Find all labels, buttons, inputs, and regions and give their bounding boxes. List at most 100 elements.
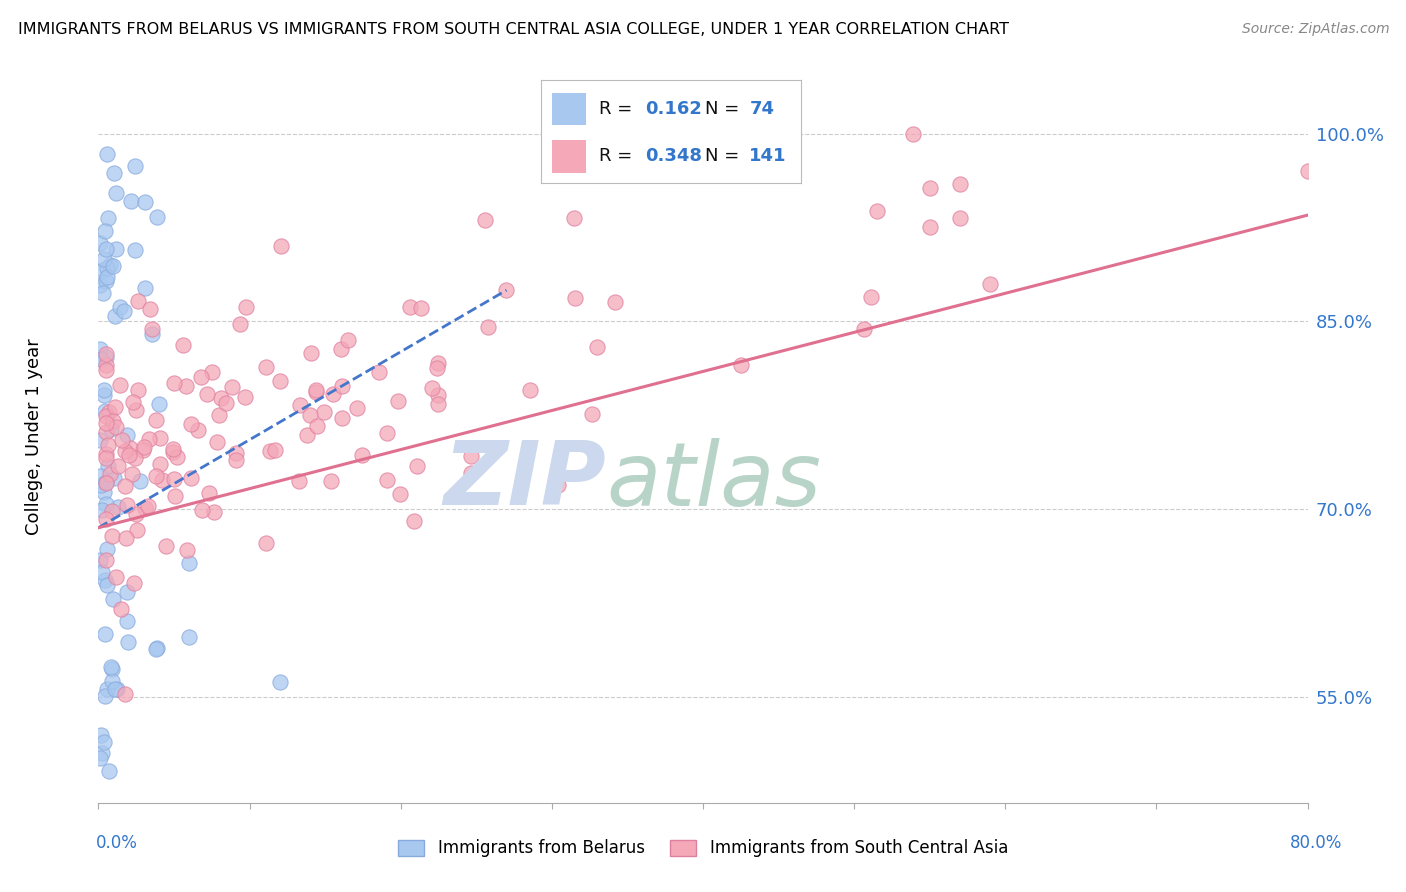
Point [89,278,111,293]
Point [91,263,114,277]
Point [409,301,432,316]
Point [319,474,342,488]
Point [163,472,186,486]
Point [254,359,277,374]
Point [110,601,132,615]
Point [166,450,188,465]
Point [93,388,115,402]
Point [129,474,152,488]
Point [91,565,114,579]
Point [322,387,344,401]
Point [97,764,120,779]
Text: 0.162: 0.162 [645,100,702,118]
Point [495,283,517,297]
Text: N =: N = [706,100,745,118]
Point [979,277,1001,291]
Point [96,682,118,697]
Text: 0.348: 0.348 [645,147,703,165]
Point [201,365,224,379]
Point [114,443,136,458]
Point [330,378,353,392]
Text: IMMIGRANTS FROM BELARUS VS IMMIGRANTS FROM SOUTH CENTRAL ASIA COLLEGE, UNDER 1 Y: IMMIGRANTS FROM BELARUS VS IMMIGRANTS FR… [18,22,1010,37]
Point [375,425,398,440]
Point [94,403,117,417]
Point [94,409,117,423]
Point [215,396,238,410]
Point [96,147,118,161]
Point [101,592,124,607]
Point [107,459,129,474]
Point [93,735,115,749]
Point [141,322,163,336]
Point [859,289,882,303]
Point [426,397,449,411]
Point [195,386,218,401]
Point [136,499,159,513]
Point [270,239,292,253]
Text: Source: ZipAtlas.com: Source: ZipAtlas.com [1241,22,1389,37]
Point [105,420,128,434]
Point [477,319,499,334]
Point [314,405,336,419]
Point [202,505,225,519]
Point [114,687,136,701]
Point [399,300,422,314]
Point [163,376,186,391]
Point [96,541,118,556]
Point [547,478,569,492]
Point [172,337,194,351]
Point [97,459,120,474]
Point [865,204,887,219]
Point [427,388,450,402]
Point [1296,164,1319,178]
Point [564,291,586,305]
Point [94,350,117,364]
Point [100,422,122,436]
Point [149,457,172,471]
Point [101,673,124,688]
Point [336,333,359,347]
Point [254,536,277,550]
Point [460,449,482,463]
Point [94,363,117,377]
Text: 74: 74 [749,100,775,118]
Point [107,500,129,515]
Point [101,662,124,676]
Point [94,358,117,372]
Point [115,614,138,628]
Point [229,317,252,331]
Point [104,681,127,696]
Point [179,631,201,645]
Point [299,346,322,360]
Point [346,401,368,415]
Point [121,467,143,481]
Point [134,194,156,209]
Point [225,452,247,467]
Point [519,383,541,397]
Point [97,211,120,225]
Point [124,159,146,173]
Point [427,356,450,370]
Point [124,451,146,466]
Point [110,378,132,392]
Legend: Immigrants from Belarus, Immigrants from South Central Asia: Immigrants from Belarus, Immigrants from… [391,832,1015,864]
Point [103,259,125,273]
Point [117,635,139,649]
Point [389,487,412,501]
Point [110,300,132,314]
Point [111,433,134,447]
Point [96,497,118,511]
Point [105,681,128,696]
Point [581,407,603,421]
Point [162,442,184,457]
Point [901,127,924,141]
Point [115,498,138,512]
Point [330,342,353,356]
Point [918,220,941,235]
Point [97,438,120,452]
Point [94,627,117,641]
Point [305,383,328,397]
Point [426,361,449,376]
Point [586,340,609,354]
Point [103,166,125,180]
